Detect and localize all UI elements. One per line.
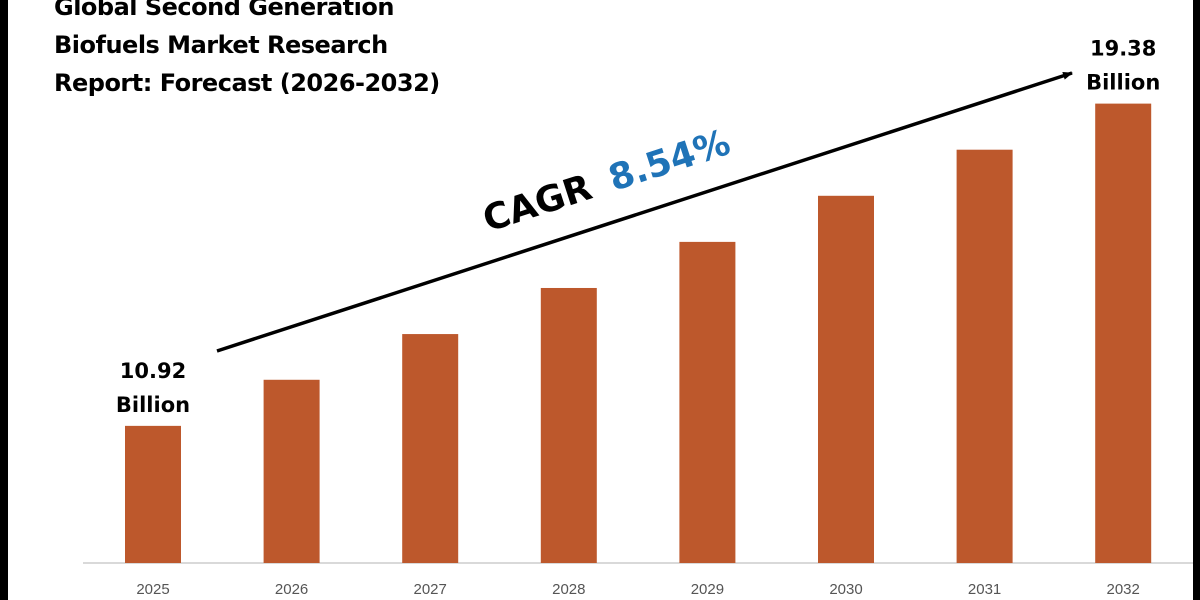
trend-arrow [216,71,1073,353]
x-tick-label: 2031 [968,581,1001,598]
right-border [1193,0,1200,600]
bar-2025 [125,425,181,563]
x-tick-label: 2032 [1107,581,1140,598]
chart-title: Global Second Generation Biofuels Market… [54,0,440,97]
data-label-value: 10.92 [120,359,186,383]
data-label-unit: Billion [1086,71,1160,95]
bar-2026 [263,379,320,563]
x-tick-label: 2030 [829,581,862,598]
x-tick-label: 2028 [552,581,585,598]
data-label-unit: Billion [116,393,190,417]
bar-2028 [540,287,597,563]
bar-2031 [956,149,1013,563]
cagr-prefix: CAGR [478,167,597,240]
x-tick-label: 2027 [414,581,447,598]
x-tick-label: 2026 [275,581,308,598]
x-tick-label: 2029 [691,581,724,598]
left-border [0,0,8,600]
bar-2029 [679,241,736,563]
data-label-value: 19.38 [1090,37,1156,61]
bar-2032 [1095,103,1152,563]
bar-2030 [818,195,874,563]
x-tick-label: 2025 [136,581,169,598]
bar-2027 [402,334,459,563]
